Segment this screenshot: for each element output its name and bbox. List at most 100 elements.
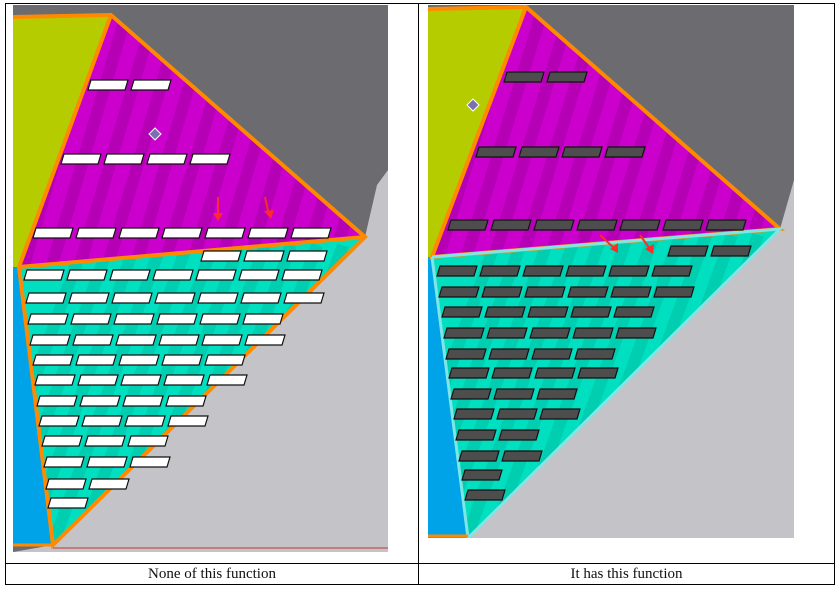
magenta-region: [19, 15, 365, 267]
slot: [290, 227, 332, 239]
diamond-marker-icon: [466, 98, 480, 112]
slot: [240, 292, 282, 304]
right-screenshot: [428, 5, 794, 538]
slot: [447, 219, 489, 231]
slot: [455, 429, 497, 441]
white-slot-group: [23, 79, 332, 509]
slot: [111, 292, 153, 304]
slot: [479, 265, 521, 277]
slot: [47, 497, 89, 509]
slot: [79, 395, 121, 407]
slot: [199, 313, 241, 325]
slot: [45, 478, 87, 490]
slot: [546, 71, 588, 83]
stripe: [323, 15, 365, 267]
slot: [464, 489, 506, 501]
slot: [536, 388, 578, 400]
slot: [75, 227, 117, 239]
magenta-region: [432, 7, 780, 257]
slot: [529, 327, 571, 339]
slot: [197, 292, 239, 304]
slot: [84, 435, 126, 447]
red-arrow-icon: [639, 234, 654, 254]
slot: [109, 269, 151, 281]
slot: [201, 334, 243, 346]
slot: [87, 79, 129, 91]
light-gray-region: [13, 170, 388, 552]
slot: [118, 354, 160, 366]
slot: [450, 388, 492, 400]
slot: [81, 415, 123, 427]
slot: [503, 71, 545, 83]
slot: [127, 435, 169, 447]
slot: [610, 286, 652, 298]
slot: [445, 348, 487, 360]
slot: [662, 219, 704, 231]
slot: [572, 327, 614, 339]
slot: [576, 219, 618, 231]
left-layout-canvas: [13, 5, 388, 552]
slot: [34, 374, 76, 386]
slot: [486, 327, 528, 339]
slot: [493, 388, 535, 400]
slot: [531, 348, 573, 360]
slot: [283, 292, 325, 304]
slot: [86, 456, 128, 468]
slot: [667, 245, 709, 257]
right-layout-canvas: [428, 5, 794, 538]
slot: [608, 265, 650, 277]
slot: [115, 334, 157, 346]
slot: [453, 408, 495, 420]
slot: [204, 354, 246, 366]
stripe: [460, 232, 582, 538]
orange-divider: [18, 235, 366, 269]
slot: [32, 354, 74, 366]
slot: [574, 348, 616, 360]
table-row-divider: [5, 563, 835, 564]
slot: [475, 146, 517, 158]
light-gray-region: [468, 180, 794, 538]
slot: [23, 269, 65, 281]
slot: [561, 146, 603, 158]
slot: [501, 450, 543, 462]
slot: [286, 250, 328, 262]
slot: [60, 153, 102, 165]
slot: [438, 286, 480, 298]
slot: [436, 265, 478, 277]
slot: [130, 79, 172, 91]
slot: [163, 374, 205, 386]
slot: [154, 292, 196, 304]
slot: [570, 306, 612, 318]
slot: [524, 286, 566, 298]
slot: [577, 367, 619, 379]
slot: [161, 354, 203, 366]
slot: [189, 153, 231, 165]
caption-right: It has this function: [570, 566, 683, 582]
slot: [533, 219, 575, 231]
slot: [161, 227, 203, 239]
slot: [152, 269, 194, 281]
slot: [66, 269, 108, 281]
stripe: [486, 232, 608, 538]
slot: [32, 227, 74, 239]
slot: [522, 265, 564, 277]
slot: [68, 292, 110, 304]
slot: [118, 227, 160, 239]
slot: [165, 395, 207, 407]
slot: [242, 313, 284, 325]
slot: [120, 374, 162, 386]
slot: [200, 250, 242, 262]
slot: [567, 286, 609, 298]
slot: [488, 348, 530, 360]
slot: [41, 435, 83, 447]
slot: [167, 415, 209, 427]
slot: [29, 334, 71, 346]
red-arrow-icon: [264, 196, 274, 219]
slot: [103, 153, 145, 165]
slot: [565, 265, 607, 277]
slot: [72, 334, 114, 346]
diamond-marker-icon: [148, 127, 162, 141]
slot: [195, 269, 237, 281]
slot: [247, 227, 289, 239]
slot: [146, 153, 188, 165]
